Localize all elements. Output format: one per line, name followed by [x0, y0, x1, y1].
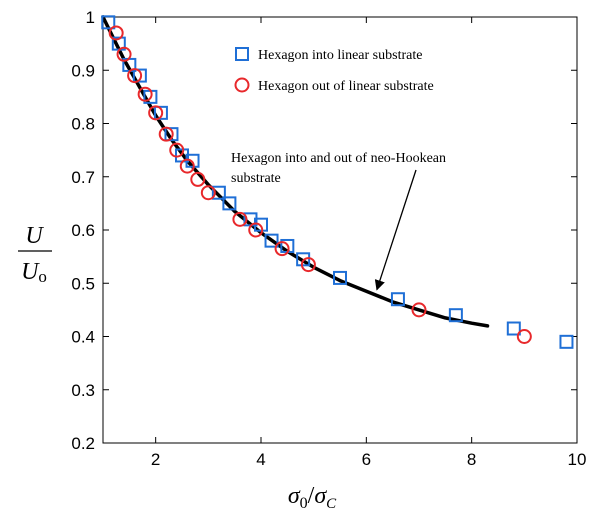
legend-circle-icon [234, 77, 250, 93]
y-tick-label: 0.2 [71, 434, 95, 453]
square-point [164, 127, 179, 142]
square-point [222, 196, 237, 211]
annotation: Hexagon into and out of neo-Hookean subs… [231, 151, 446, 291]
y-axis-label: U Uo [18, 223, 52, 286]
square-point [153, 105, 168, 120]
x-axis-label: σ0/σC [288, 483, 337, 512]
square-point [559, 334, 574, 349]
square-point [254, 217, 268, 232]
square-point [132, 68, 147, 83]
y-axis: 0.2 0.3 0.4 0.5 0.6 0.7 0.8 0.9 1 [71, 8, 577, 453]
legend-square-icon [235, 47, 249, 61]
circle-point [127, 68, 143, 84]
square-point [185, 153, 200, 168]
circle-point [158, 126, 174, 142]
series-squares [101, 15, 574, 349]
square-point [296, 252, 311, 267]
circle-point [516, 329, 532, 344]
circle-point [190, 171, 206, 187]
legend-label-squares: Hexagon into linear substrate [258, 48, 422, 63]
circle-point [179, 158, 195, 174]
series-circles [108, 25, 532, 344]
square-point [333, 270, 347, 285]
y-tick-label: 0.6 [71, 221, 95, 240]
circle-point [248, 222, 264, 238]
x-tick-label: 8 [467, 450, 476, 469]
y-tick-label: 0.4 [71, 328, 95, 347]
square-point [506, 321, 521, 336]
square-point [390, 292, 405, 307]
circle-point [232, 211, 248, 227]
annotation-line-1: Hexagon into and out of neo-Hookean [231, 151, 446, 166]
square-point [101, 15, 116, 30]
legend-label-circles: Hexagon out of linear substrate [258, 79, 434, 94]
square-point [264, 233, 279, 248]
circle-point [300, 257, 316, 273]
x-tick-label: 4 [256, 450, 265, 469]
y-tick-label: 0.7 [71, 168, 95, 187]
circle-point [274, 241, 290, 257]
y-tick-label: 0.8 [71, 115, 95, 134]
legend: Hexagon into linear substrate Hexagon ou… [234, 47, 434, 94]
square-point [211, 185, 226, 200]
circle-point [148, 105, 164, 121]
circle-point [169, 142, 185, 158]
y-tick-label: 0.3 [71, 381, 95, 400]
y-label-denominator: Uo [21, 259, 47, 286]
y-tick-label: 0.9 [71, 61, 95, 80]
annotation-line-2: substrate [231, 171, 281, 186]
x-tick-label: 6 [362, 450, 371, 469]
x-tick-label: 10 [568, 450, 587, 469]
y-tick-label: 1 [86, 8, 95, 27]
circle-point [411, 302, 427, 318]
y-label-numerator: U [25, 223, 44, 249]
y-tick-label: 0.5 [71, 274, 95, 293]
circle-point [108, 25, 124, 41]
x-axis: 2 4 6 8 10 [151, 17, 587, 469]
circle-point [116, 46, 132, 62]
annotation-arrow [374, 169, 417, 291]
circle-point [137, 86, 153, 102]
neo-hookean-curve [101, 15, 490, 328]
x-tick-label: 2 [151, 450, 160, 469]
circle-point [200, 185, 216, 201]
series-line-neo-hookean [101, 15, 490, 328]
square-point [448, 308, 463, 323]
